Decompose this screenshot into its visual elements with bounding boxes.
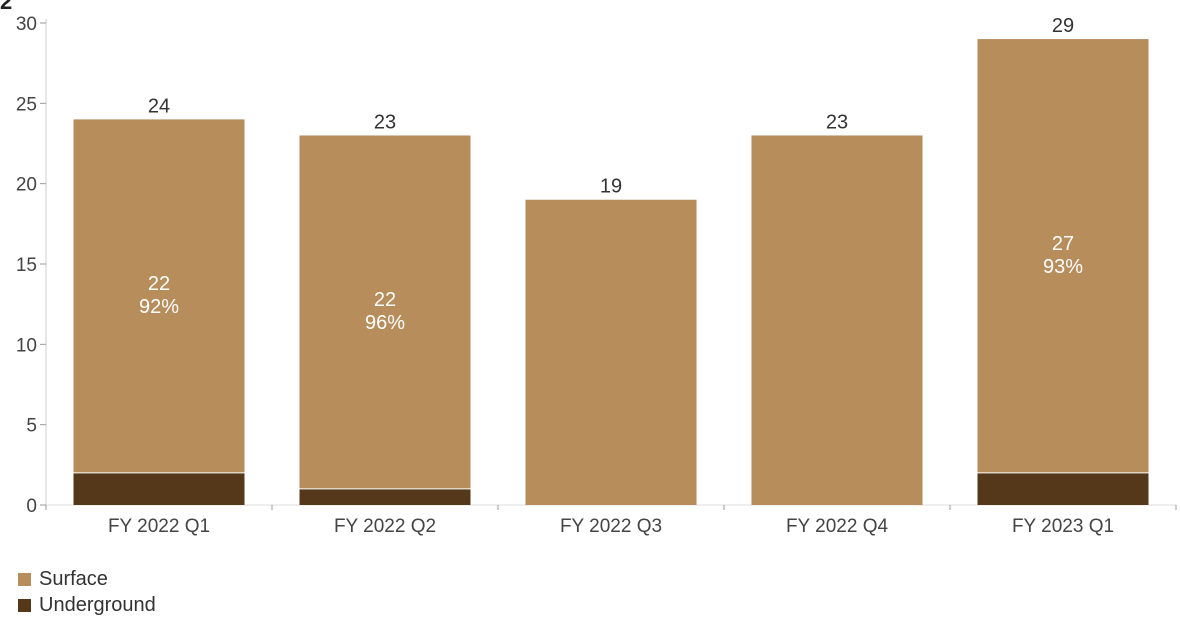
- bar-total-label: 19: [600, 176, 622, 198]
- legend-label-surface: Surface: [39, 567, 108, 590]
- bar-underground: [977, 472, 1149, 505]
- legend: Surface Underground: [18, 566, 156, 618]
- bar-inner-percent-label: 93%: [1043, 256, 1083, 278]
- bar-inner-percent-label: 92%: [139, 296, 179, 318]
- x-category-label: FY 2022 Q4: [786, 516, 889, 537]
- legend-label-underground: Underground: [39, 593, 156, 616]
- bar-inner-value-label: 22: [148, 273, 170, 295]
- legend-item-underground[interactable]: Underground: [18, 592, 156, 618]
- x-category-label: FY 2023 Q1: [1012, 516, 1114, 537]
- x-category-label: FY 2022 Q2: [334, 516, 436, 537]
- y-tick-label: 20: [16, 175, 37, 196]
- legend-item-surface[interactable]: Surface: [18, 566, 156, 592]
- legend-swatch-underground: [18, 598, 31, 612]
- x-category-label: FY 2022 Q1: [108, 516, 210, 537]
- y-tick-label: 10: [16, 335, 37, 356]
- chart-corner-text: 2: [0, 0, 13, 14]
- bar-underground: [299, 488, 471, 505]
- y-tick-label: 5: [26, 416, 37, 437]
- bar-inner-value-label: 27: [1052, 233, 1074, 255]
- bar-inner-percent-label: 96%: [365, 312, 405, 334]
- bar-underground: [73, 472, 245, 505]
- bar-total-label: 24: [148, 95, 170, 117]
- y-tick-label: 15: [16, 255, 37, 276]
- y-tick-label: 25: [16, 94, 37, 115]
- bar-total-label: 29: [1052, 15, 1074, 37]
- bar-total-label: 23: [374, 111, 396, 133]
- bar-surface: [977, 39, 1149, 473]
- bar-total-label: 23: [826, 111, 848, 133]
- bar-surface: [299, 135, 471, 489]
- y-tick-label: 30: [16, 14, 37, 35]
- bar-surface: [751, 135, 923, 505]
- bar-inner-value-label: 22: [374, 289, 396, 311]
- x-category-label: FY 2022 Q3: [560, 516, 662, 537]
- legend-swatch-surface: [18, 572, 31, 586]
- bar-surface: [525, 199, 697, 505]
- y-tick-label: 0: [26, 496, 37, 517]
- bar-surface: [73, 119, 245, 473]
